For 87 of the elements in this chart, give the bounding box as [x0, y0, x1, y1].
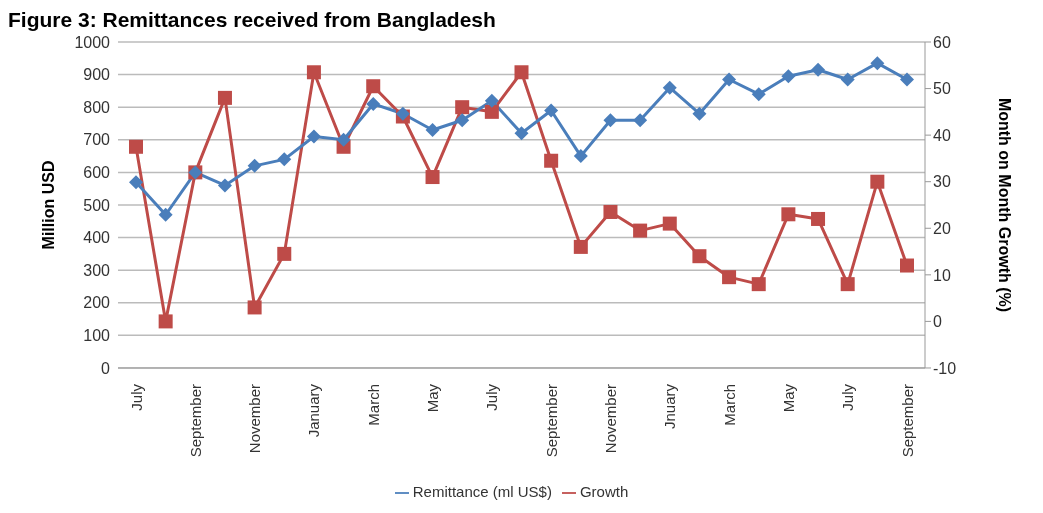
point: [870, 174, 885, 189]
point: [870, 56, 885, 71]
point: [840, 72, 855, 87]
y-tick-label: 900: [83, 66, 111, 84]
x-tick-label: Jnuary: [661, 383, 679, 429]
point: [544, 153, 559, 168]
x-tick-label: March: [364, 383, 382, 426]
point: [366, 96, 381, 111]
point: [306, 65, 321, 80]
x-tick-label: March: [720, 383, 738, 426]
y2-tick-label: 20: [933, 219, 951, 237]
point: [217, 90, 232, 105]
point: [425, 123, 440, 138]
y2-axis-title: Month on Month Growth (%): [996, 97, 1014, 313]
point: [900, 72, 914, 87]
point: [722, 72, 737, 87]
point: [514, 126, 529, 141]
chart-title: Figure 3: Remittances received from Bangladesh: [8, 8, 497, 32]
point: [484, 93, 499, 108]
point: [277, 246, 292, 261]
y2-tick-label: 30: [933, 173, 951, 191]
point: [484, 104, 499, 119]
x-tick-label: September: [186, 383, 204, 458]
legend-label: Growth: [579, 482, 629, 500]
point: [425, 170, 440, 185]
y-tick-label: 1000: [74, 33, 111, 51]
point: [247, 158, 262, 173]
x-tick-label: September: [898, 383, 916, 458]
point: [900, 258, 914, 273]
point: [633, 113, 648, 128]
point: [306, 129, 321, 144]
y2-tick-label: 40: [933, 126, 951, 144]
point: [514, 65, 529, 80]
point: [811, 62, 826, 77]
point: [544, 103, 559, 118]
x-tick-label: September: [542, 383, 560, 458]
y-tick-label: 400: [83, 229, 111, 247]
x-tick-label: January: [305, 383, 323, 438]
y-tick-label: 800: [83, 98, 111, 116]
y-tick-label: 200: [83, 294, 111, 312]
point: [366, 79, 381, 94]
point: [662, 216, 677, 231]
y-tick-label: 100: [83, 327, 111, 345]
point: [455, 113, 470, 128]
point: [781, 207, 796, 222]
point: [158, 207, 173, 222]
point: [603, 204, 618, 219]
y-tick-label: 0: [101, 359, 111, 377]
point: [158, 314, 173, 329]
point: [662, 80, 677, 95]
point: [277, 152, 292, 167]
y2-tick-label: 10: [933, 266, 951, 284]
x-tick-label: May: [779, 383, 797, 413]
x-tick-label: July: [127, 383, 145, 411]
point: [692, 249, 707, 264]
point: [247, 300, 262, 315]
x-tick-label: May: [424, 383, 442, 413]
point: [722, 270, 737, 285]
point: [573, 149, 588, 164]
y-tick-label: 700: [83, 131, 111, 149]
point: [751, 87, 766, 102]
point: [455, 100, 470, 115]
y2-tick-label: 60: [933, 33, 951, 51]
point: [336, 132, 351, 147]
point: [811, 211, 826, 226]
y-tick-label: 600: [83, 164, 111, 182]
y-tick-label: 300: [83, 261, 111, 279]
point: [129, 139, 143, 154]
point: [603, 113, 618, 128]
x-tick-label: July: [839, 383, 857, 411]
point: [217, 178, 232, 193]
x-tick-label: November: [246, 383, 264, 454]
y-axis-title: Million USD: [39, 160, 57, 250]
y-tick-label: 500: [83, 196, 111, 214]
point: [781, 69, 796, 84]
x-tick-label: July: [483, 383, 501, 411]
point: [840, 277, 855, 292]
y2-tick-label: 0: [933, 313, 942, 331]
y2-tick-label: -10: [933, 359, 957, 377]
x-tick-label: November: [601, 383, 619, 454]
point: [129, 175, 143, 190]
point: [573, 239, 588, 254]
point: [633, 223, 648, 238]
legend-label: Remittance (ml US$): [412, 482, 552, 500]
point: [692, 106, 707, 121]
point: [751, 277, 766, 292]
y2-tick-label: 50: [933, 80, 951, 98]
